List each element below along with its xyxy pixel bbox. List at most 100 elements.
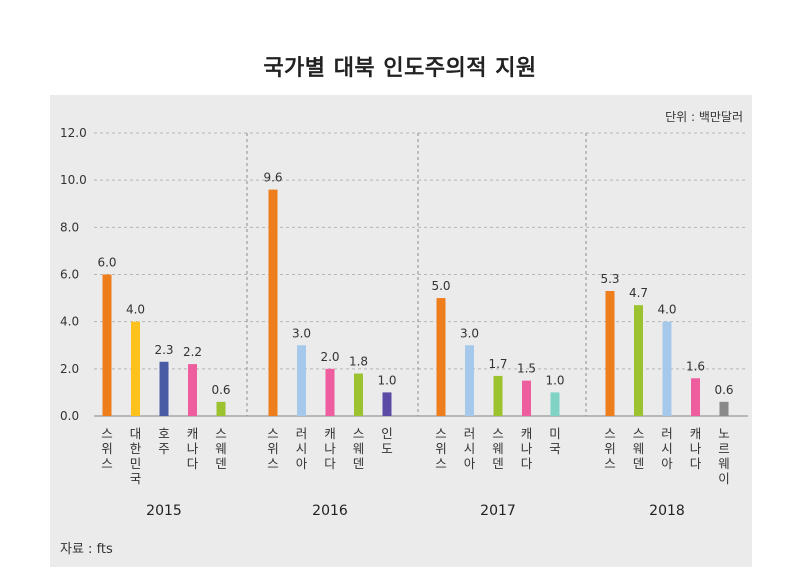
x-tick-label: 아: [464, 456, 476, 471]
data-label: 5.0: [431, 279, 450, 293]
x-tick-label: 르: [718, 441, 730, 456]
x-tick-label: 웨: [215, 441, 227, 456]
year-label: 2017: [480, 503, 516, 519]
x-tick-label: 나: [690, 441, 702, 456]
chart-title: 국가별 대북 인도주의적 지원: [263, 56, 537, 81]
x-tick-label: 스: [604, 456, 616, 471]
x-tick-label: 러: [464, 426, 476, 441]
data-label: 1.8: [349, 355, 368, 369]
x-tick-label: 인: [381, 426, 393, 441]
y-tick-label: 2.0: [60, 362, 79, 376]
bar: [550, 392, 560, 416]
x-tick-label: 웨: [633, 441, 645, 456]
data-label: 3.0: [460, 326, 479, 340]
x-tick-label: 나: [324, 441, 336, 456]
x-tick-label: 스: [435, 426, 447, 441]
x-tick-label: 스: [604, 426, 616, 441]
bar: [188, 364, 197, 416]
x-tick-label: 스: [267, 426, 279, 441]
x-tick-label: 대: [130, 426, 142, 441]
data-label: 4.0: [126, 303, 145, 317]
x-tick-label: 덴: [215, 456, 227, 471]
x-tick-label: 스: [101, 456, 113, 471]
data-label: 4.0: [657, 303, 676, 317]
x-tick-label: 다: [187, 456, 199, 471]
x-tick-label: 덴: [633, 456, 645, 471]
x-tick-label: 웨: [492, 441, 504, 456]
x-tick-label: 스: [353, 426, 365, 441]
bar: [102, 274, 112, 416]
x-tick-label: 나: [521, 441, 533, 456]
bar: [131, 321, 140, 416]
x-tick-label: 시: [296, 441, 308, 456]
data-label: 1.6: [686, 359, 705, 373]
x-tick-label: 러: [661, 426, 673, 441]
data-label: 1.7: [488, 357, 507, 371]
data-label: 4.7: [629, 286, 648, 300]
bar: [634, 305, 643, 416]
bar: [662, 321, 672, 416]
bar: [216, 401, 226, 416]
data-label: 6.0: [97, 256, 116, 270]
x-tick-label: 스: [492, 426, 504, 441]
x-tick-label: 주: [158, 441, 170, 456]
bar: [719, 401, 729, 416]
x-tick-label: 위: [435, 441, 447, 456]
unit-label: 단위 : 백만달러: [665, 110, 743, 124]
data-label: 2.0: [320, 350, 339, 364]
bar: [325, 368, 335, 416]
data-label: 3.0: [292, 326, 311, 340]
data-label: 1.5: [517, 362, 536, 376]
x-tick-label: 이: [718, 471, 730, 486]
x-tick-label: 캐: [690, 426, 702, 441]
x-tick-label: 노: [718, 426, 730, 441]
x-tick-label: 시: [464, 441, 476, 456]
y-tick-label: 0.0: [60, 409, 79, 423]
x-tick-label: 국: [130, 471, 142, 486]
x-tick-label: 스: [267, 456, 279, 471]
x-tick-label: 다: [324, 456, 336, 471]
x-tick-label: 스: [633, 426, 645, 441]
x-tick-label: 다: [521, 456, 533, 471]
bar: [268, 189, 278, 416]
x-tick-label: 호: [158, 426, 170, 441]
y-tick-label: 6.0: [60, 268, 79, 282]
x-tick-label: 미: [549, 426, 561, 441]
x-tick-label: 다: [690, 456, 702, 471]
bar: [354, 373, 363, 416]
data-label: 0.6: [211, 383, 230, 397]
x-tick-label: 민: [130, 456, 142, 471]
x-tick-label: 덴: [353, 456, 365, 471]
x-tick-label: 위: [267, 441, 279, 456]
x-tick-label: 국: [549, 441, 561, 456]
source-label: 자료 : fts: [60, 542, 113, 557]
data-label: 0.6: [714, 383, 733, 397]
x-tick-label: 위: [101, 441, 113, 456]
x-tick-label: 위: [604, 441, 616, 456]
year-label: 2018: [649, 503, 685, 519]
bar: [493, 375, 503, 416]
x-tick-label: 시: [661, 441, 673, 456]
bar: [159, 361, 169, 416]
bar: [605, 291, 615, 416]
x-tick-label: 스: [215, 426, 227, 441]
bar: [522, 380, 531, 416]
x-tick-label: 나: [187, 441, 199, 456]
y-tick-label: 10.0: [60, 173, 87, 187]
data-label: 1.0: [377, 373, 396, 387]
bar: [382, 392, 392, 416]
y-tick-label: 8.0: [60, 220, 79, 234]
x-tick-label: 스: [435, 456, 447, 471]
x-tick-label: 캐: [521, 426, 533, 441]
data-label: 2.2: [183, 345, 202, 359]
x-tick-label: 웨: [718, 456, 730, 471]
year-label: 2016: [312, 503, 348, 519]
bar: [436, 298, 446, 416]
x-tick-label: 아: [661, 456, 673, 471]
y-tick-label: 4.0: [60, 315, 79, 329]
x-tick-label: 아: [296, 456, 308, 471]
data-label: 9.6: [263, 171, 282, 185]
bar: [465, 345, 474, 416]
x-tick-label: 덴: [492, 456, 504, 471]
